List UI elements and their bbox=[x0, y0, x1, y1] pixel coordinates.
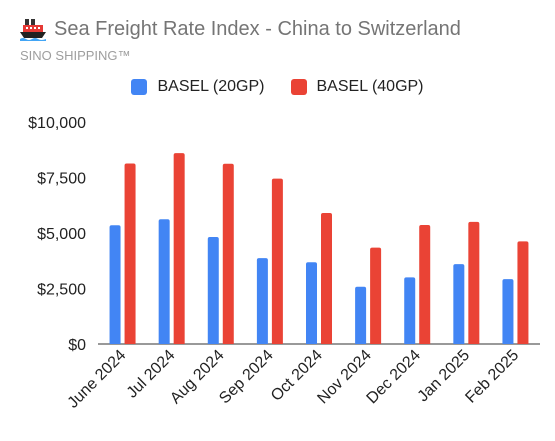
bar bbox=[256, 258, 268, 344]
bar bbox=[173, 153, 185, 344]
bar bbox=[370, 247, 382, 344]
bar bbox=[502, 279, 514, 344]
bar bbox=[158, 219, 170, 344]
bar bbox=[468, 221, 480, 344]
y-tick-label: $5,000 bbox=[37, 226, 86, 243]
x-tick-label: Sep 2024 bbox=[216, 347, 277, 408]
bar bbox=[306, 262, 317, 344]
bar bbox=[404, 277, 416, 344]
y-tick-label: $2,500 bbox=[37, 282, 86, 299]
bar bbox=[222, 163, 234, 344]
x-tick-label: Feb 2025 bbox=[462, 347, 522, 407]
legend-label-20gp: BASEL (20GP) bbox=[157, 78, 265, 95]
bar bbox=[453, 264, 465, 344]
bar bbox=[355, 286, 367, 344]
bar bbox=[271, 178, 283, 344]
ship-icon bbox=[20, 18, 46, 41]
chart-subtitle: SINO SHIPPING™ bbox=[20, 48, 131, 63]
y-tick-label: $10,000 bbox=[28, 115, 86, 132]
bar bbox=[124, 163, 136, 344]
legend-label-40gp: BASEL (40GP) bbox=[316, 78, 424, 95]
x-tick-label: June 2024 bbox=[65, 347, 130, 412]
chart-header: Sea Freight Rate Index - China to Switze… bbox=[20, 18, 461, 41]
legend-item-40gp[interactable]: BASEL (40GP) bbox=[290, 78, 424, 96]
y-tick-label: $7,500 bbox=[37, 171, 86, 188]
bar bbox=[109, 225, 121, 344]
chart-legend: BASEL (20GP) BASEL (40GP) bbox=[0, 78, 555, 96]
legend-item-20gp[interactable]: BASEL (20GP) bbox=[131, 78, 265, 96]
legend-swatch-20gp bbox=[131, 79, 148, 95]
legend-swatch-40gp bbox=[290, 79, 307, 95]
bar bbox=[419, 225, 431, 344]
bar bbox=[207, 236, 219, 344]
bar bbox=[321, 213, 332, 344]
chart-title: Sea Freight Rate Index - China to Switze… bbox=[54, 18, 461, 40]
y-tick-label: $0 bbox=[68, 337, 86, 354]
x-tick-label: Dec 2024 bbox=[364, 347, 425, 408]
bar bbox=[517, 241, 529, 344]
